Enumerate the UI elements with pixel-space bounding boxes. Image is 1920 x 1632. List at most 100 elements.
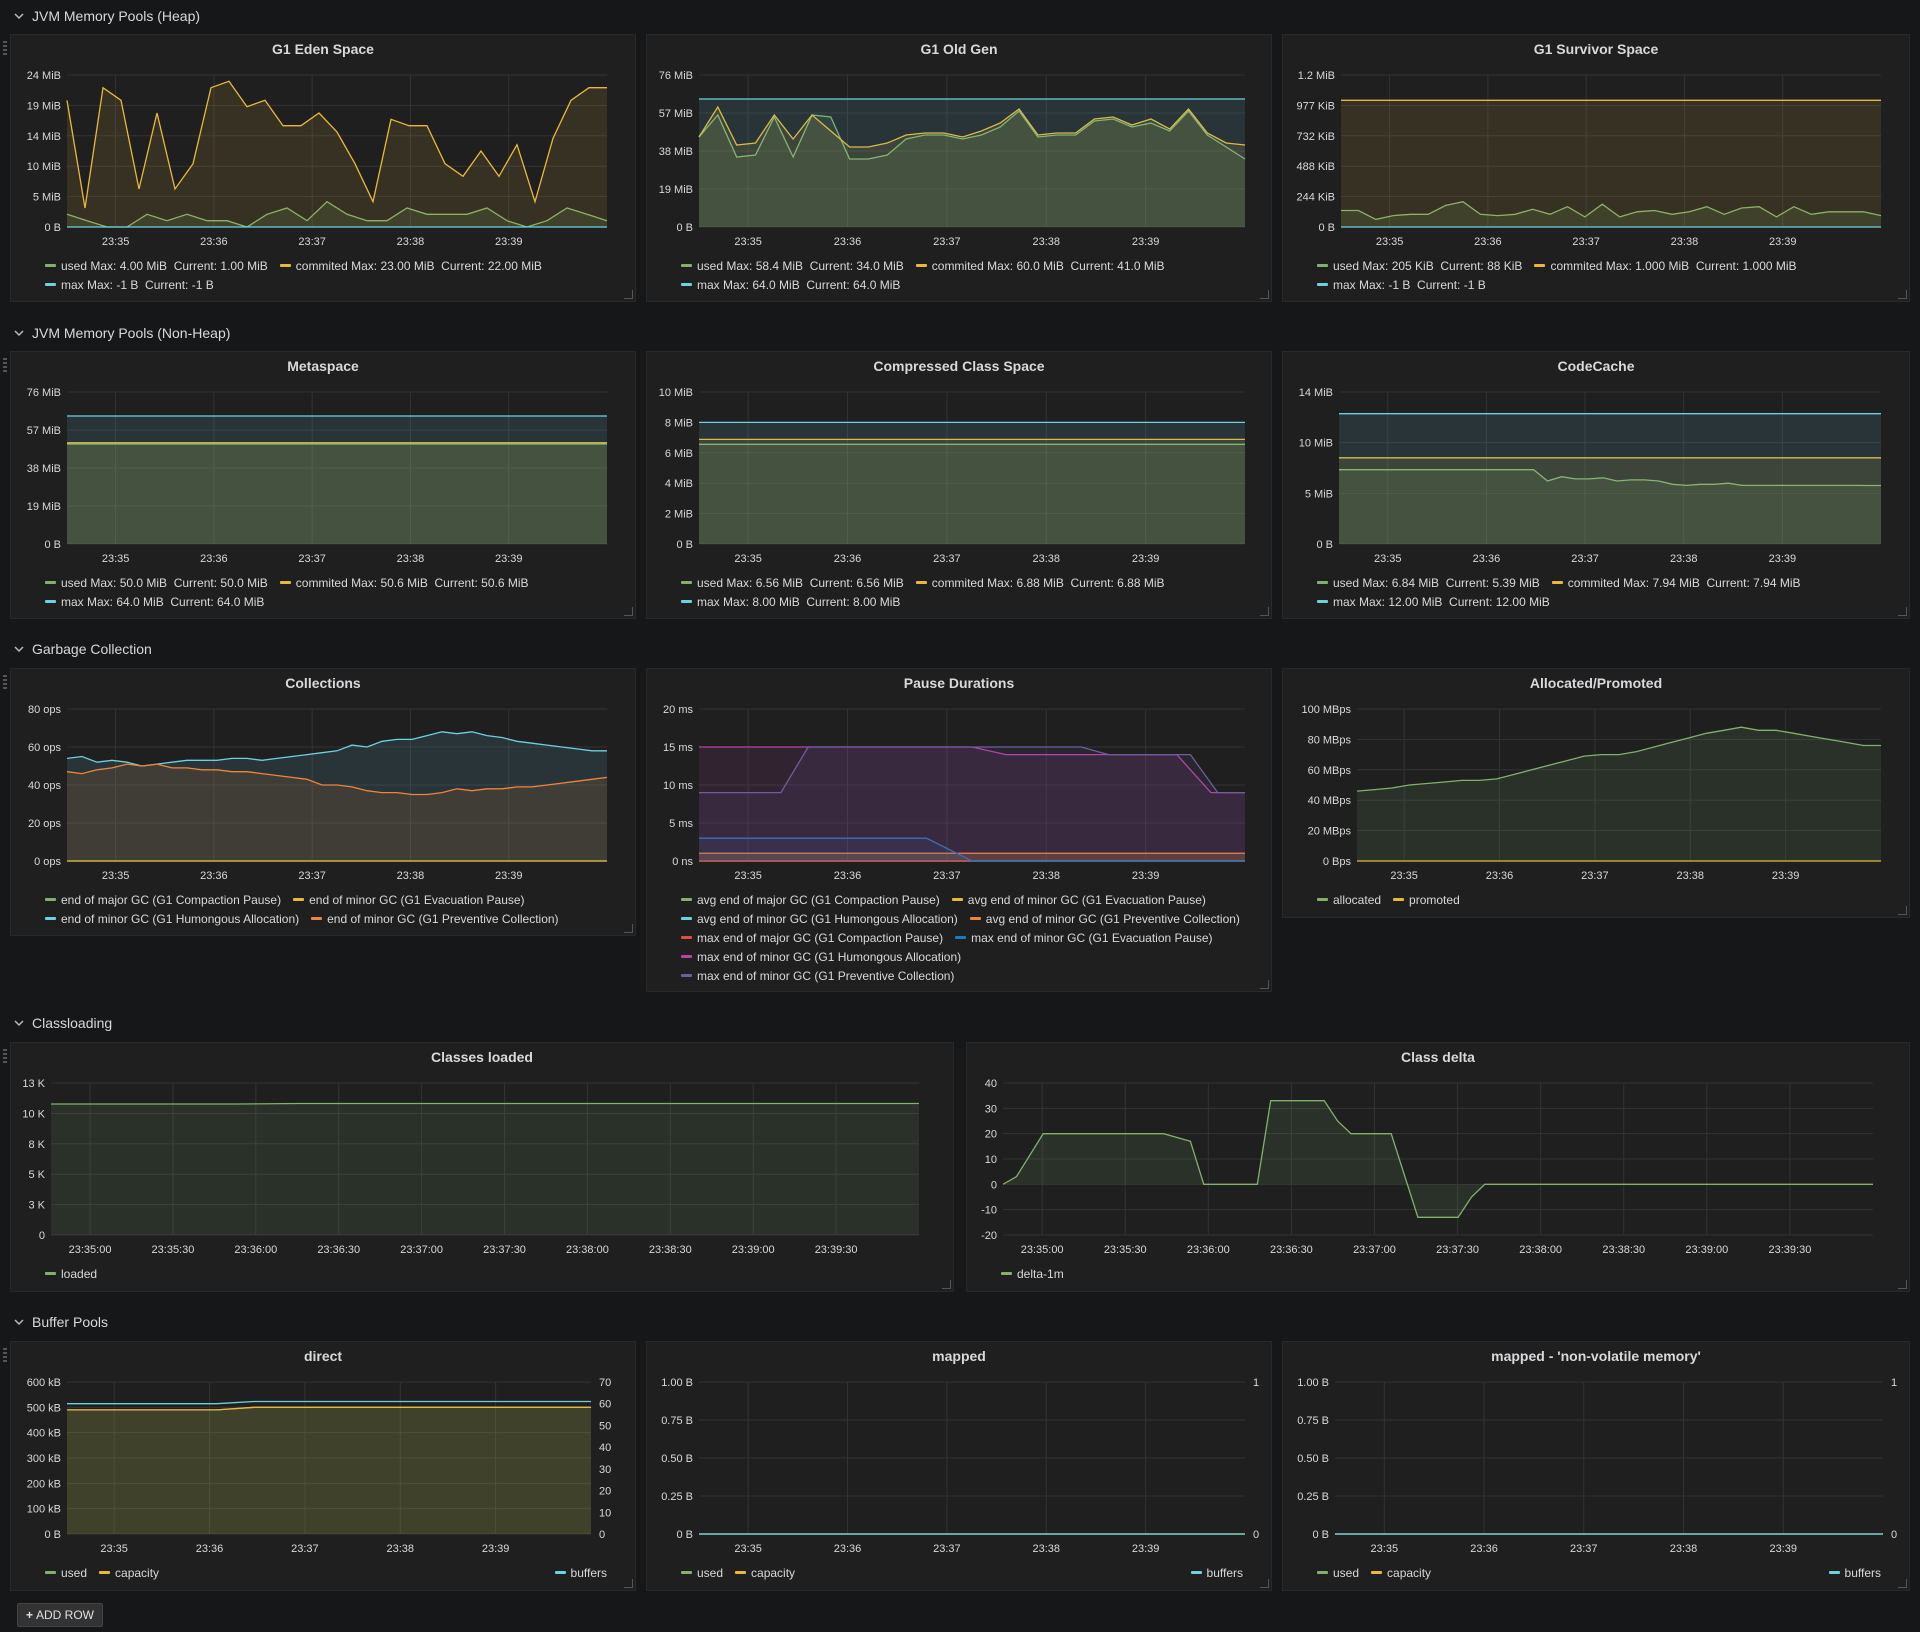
panel-title[interactable]: Classes loaded: [431, 1049, 533, 1065]
legend-item-capacity[interactable]: capacity: [735, 1564, 795, 1583]
chart-survivor[interactable]: 1.2 MiB 977 KiB 732 KiB 488 KiB 244 KiB 0 B 23…: [1283, 35, 1909, 301]
add-row-button[interactable]: + ADD ROW: [17, 1603, 104, 1627]
resize-handle[interactable]: [624, 607, 633, 616]
row-header-gc[interactable]: Garbage Collection: [14, 641, 152, 657]
panel-title[interactable]: G1 Old Gen: [920, 41, 998, 57]
panel-allocated[interactable]: Allocated/Promoted 100 MBps 80 MBps 60 MBps…: [1282, 668, 1910, 918]
legend-item-max[interactable]: max Max: 12.00 MiB Current: 12.00 MiB: [1317, 593, 1550, 612]
panel-title[interactable]: Compressed Class Space: [873, 358, 1045, 374]
chart-allocated[interactable]: 100 MBps 80 MBps 60 MBps 40 MBps 20 MBps 0 Bp…: [1283, 669, 1909, 917]
resize-handle[interactable]: [1260, 1579, 1269, 1588]
panel-delta[interactable]: Class delta 40 30 20 10 0 -10 -20 23:35:00 23:35:…: [966, 1042, 1910, 1292]
panel-title[interactable]: Pause Durations: [903, 675, 1015, 691]
legend-item-commited[interactable]: commited Max: 50.6 MiB Current: 50.6 MiB: [279, 574, 529, 593]
resize-handle[interactable]: [1898, 290, 1907, 299]
legend-item-delta-1m[interactable]: delta-1m: [1001, 1265, 1064, 1284]
legend-item-used[interactable]: used Max: 205 KiB Current: 88 KiB: [1317, 257, 1522, 276]
chart-oldgen[interactable]: 76 MiB 57 MiB 38 MiB 19 MiB 0 B 23:35 23:36 23:…: [647, 35, 1271, 301]
drag-handle[interactable]: [3, 41, 7, 55]
panel-eden[interactable]: G1 Eden Space 24 MiB 19 MiB 14 MiB 10 MiB 5 M…: [3, 34, 636, 302]
panel-title[interactable]: direct: [303, 1348, 343, 1364]
chart-delta[interactable]: 40 30 20 10 0 -10 -20 23:35:00 23:35:30 23:36:00 2…: [967, 1043, 1909, 1291]
legend-item-buffers[interactable]: buffers: [554, 1564, 607, 1583]
panel-title[interactable]: Metaspace: [287, 358, 359, 374]
resize-handle[interactable]: [1898, 607, 1907, 616]
chart-codecache[interactable]: 14 MiB 10 MiB 5 MiB 0 B 23:35 23:36 23:37 23:38…: [1283, 352, 1909, 618]
legend-item-commited[interactable]: commited Max: 7.94 MiB Current: 7.94 MiB: [1551, 574, 1801, 593]
legend-item-max-end-of-minor-gc-g1-preventive-collection[interactable]: max end of minor GC (G1 Preventive Colle…: [681, 967, 954, 986]
legend-item-used[interactable]: used Max: 6.56 MiB Current: 6.56 MiB: [681, 574, 904, 593]
legend-item-used[interactable]: used: [681, 1564, 723, 1583]
resize-handle[interactable]: [942, 1280, 951, 1289]
chart-collections[interactable]: 80 ops 60 ops 40 ops 20 ops 0 ops 23:35 23:36 2…: [11, 669, 635, 935]
resize-handle[interactable]: [624, 1579, 633, 1588]
legend-item-buffers[interactable]: buffers: [1828, 1564, 1881, 1583]
chart-classes[interactable]: 13 K 10 K 8 K 5 K 3 K 0 23:35:00 23:35:30 23:36:…: [11, 1043, 953, 1291]
legend-item-commited[interactable]: commited Max: 23.00 MiB Current: 22.00 M…: [279, 257, 542, 276]
legend-item-max-end-of-minor-gc-g1-evacuation-pause[interactable]: max end of minor GC (G1 Evacuation Pause…: [955, 929, 1213, 948]
legend-item-buffers[interactable]: buffers: [1190, 1564, 1243, 1583]
legend-item-avg-end-of-minor-gc-g1-evacuation-pause[interactable]: avg end of minor GC (G1 Evacuation Pause…: [951, 891, 1206, 910]
legend-item-max[interactable]: max Max: 64.0 MiB Current: 64.0 MiB: [681, 276, 900, 295]
row-header-buffers[interactable]: Buffer Pools: [14, 1314, 108, 1330]
chart-mapped[interactable]: 1.00 B 0.75 B 0.50 B 0.25 B 0 B 1 0 23:35 23:36 2…: [647, 1342, 1271, 1590]
panel-title[interactable]: G1 Eden Space: [272, 41, 374, 57]
panel-survivor[interactable]: G1 Survivor Space 1.2 MiB 977 KiB 732 KiB 48…: [1282, 34, 1910, 302]
legend-item-used[interactable]: used: [1317, 1564, 1359, 1583]
chart-mappednv[interactable]: 1.00 B 0.75 B 0.50 B 0.25 B 0 B 1 0 23:35 23:36 2…: [1283, 1342, 1909, 1590]
legend-item-used[interactable]: used Max: 6.84 MiB Current: 5.39 MiB: [1317, 574, 1540, 593]
legend-item-loaded[interactable]: loaded: [45, 1265, 97, 1284]
legend-item-used[interactable]: used Max: 58.4 MiB Current: 34.0 MiB: [681, 257, 904, 276]
legend-item-end-of-minor-gc-g1-humongous-allocation[interactable]: end of minor GC (G1 Humongous Allocation…: [45, 910, 299, 929]
legend-item-end-of-minor-gc-g1-preventive-collection[interactable]: end of minor GC (G1 Preventive Collectio…: [311, 910, 559, 929]
legend-item-max[interactable]: max Max: 8.00 MiB Current: 8.00 MiB: [681, 593, 900, 612]
panel-direct[interactable]: direct 600 kB 500 kB 400 kB 300 kB 200 kB 100 …: [3, 1341, 636, 1591]
legend-item-end-of-minor-gc-g1-evacuation-pause[interactable]: end of minor GC (G1 Evacuation Pause): [293, 891, 525, 910]
resize-handle[interactable]: [1898, 906, 1907, 915]
row-header-classloading[interactable]: Classloading: [14, 1015, 112, 1031]
chart-ccs[interactable]: 10 MiB 8 MiB 6 MiB 4 MiB 2 MiB 0 B 23:35 23:36 2…: [647, 352, 1271, 618]
panel-ccs[interactable]: Compressed Class Space 10 MiB 8 MiB 6 MiB 4 …: [646, 351, 1272, 619]
panel-metaspace[interactable]: Metaspace 76 MiB 57 MiB 38 MiB 19 MiB 0 B 23:3…: [3, 351, 636, 619]
legend-item-max[interactable]: max Max: 64.0 MiB Current: 64.0 MiB: [45, 593, 264, 612]
legend-item-used[interactable]: used Max: 4.00 MiB Current: 1.00 MiB: [45, 257, 268, 276]
chart-metaspace[interactable]: 76 MiB 57 MiB 38 MiB 19 MiB 0 B 23:35 23:36 23:…: [11, 352, 635, 618]
panel-mappednv[interactable]: mapped - 'non-volatile memory' 1.00 B 0.75…: [1282, 1341, 1910, 1591]
legend-item-capacity[interactable]: capacity: [99, 1564, 159, 1583]
legend-item-avg-end-of-minor-gc-g1-preventive-collection[interactable]: avg end of minor GC (G1 Preventive Colle…: [969, 910, 1240, 929]
panel-collections[interactable]: Collections 80 ops 60 ops 40 ops 20 ops 0 ops…: [3, 668, 636, 936]
legend-item-commited[interactable]: commited Max: 6.88 MiB Current: 6.88 MiB: [915, 574, 1165, 593]
panel-pauses[interactable]: Pause Durations 20 ms 15 ms 10 ms 5 ms 0 ns 23…: [646, 668, 1272, 992]
legend-item-max-end-of-major-gc-g1-compaction-pause[interactable]: max end of major GC (G1 Compaction Pause…: [681, 929, 943, 948]
legend-item-used[interactable]: used Max: 50.0 MiB Current: 50.0 MiB: [45, 574, 268, 593]
resize-handle[interactable]: [1898, 1579, 1907, 1588]
legend-item-commited[interactable]: commited Max: 60.0 MiB Current: 41.0 MiB: [915, 257, 1165, 276]
drag-handle[interactable]: [3, 675, 7, 689]
legend-item-max[interactable]: max Max: -1 B Current: -1 B: [1317, 276, 1486, 295]
resize-handle[interactable]: [1260, 290, 1269, 299]
legend-item-promoted[interactable]: promoted: [1393, 891, 1460, 910]
panel-title[interactable]: mapped - 'non-volatile memory': [1491, 1348, 1701, 1364]
legend-item-used[interactable]: used: [45, 1564, 87, 1583]
row-header-nonheap[interactable]: JVM Memory Pools (Non-Heap): [14, 325, 230, 341]
drag-handle[interactable]: [3, 1348, 7, 1362]
panel-classes[interactable]: Classes loaded 13 K 10 K 8 K 5 K 3 K 0 23:35:00…: [3, 1042, 954, 1292]
chart-eden[interactable]: 24 MiB 19 MiB 14 MiB 10 MiB 5 MiB 0 B 23:35 23:…: [11, 35, 635, 301]
resize-handle[interactable]: [1260, 980, 1269, 989]
legend-item-commited[interactable]: commited Max: 1.000 MiB Current: 1.000 M…: [1534, 257, 1797, 276]
panel-title[interactable]: Allocated/Promoted: [1529, 675, 1663, 691]
drag-handle[interactable]: [3, 358, 7, 372]
panel-title[interactable]: CodeCache: [1557, 358, 1635, 374]
panel-title[interactable]: Class delta: [1401, 1049, 1475, 1065]
legend-item-allocated[interactable]: allocated: [1317, 891, 1381, 910]
legend-item-max[interactable]: max Max: -1 B Current: -1 B: [45, 276, 214, 295]
resize-handle[interactable]: [624, 924, 633, 933]
legend-item-end-of-major-gc-g1-compaction-pause[interactable]: end of major GC (G1 Compaction Pause): [45, 891, 281, 910]
drag-handle[interactable]: [3, 1049, 7, 1063]
legend-item-capacity[interactable]: capacity: [1371, 1564, 1431, 1583]
legend-item-avg-end-of-major-gc-g1-compaction-pause[interactable]: avg end of major GC (G1 Compaction Pause…: [681, 891, 940, 910]
resize-handle[interactable]: [1898, 1280, 1907, 1289]
panel-title[interactable]: mapped: [932, 1348, 986, 1364]
panel-oldgen[interactable]: G1 Old Gen 76 MiB 57 MiB 38 MiB 19 MiB 0 B 23:…: [646, 34, 1272, 302]
panel-title[interactable]: Collections: [285, 675, 361, 691]
